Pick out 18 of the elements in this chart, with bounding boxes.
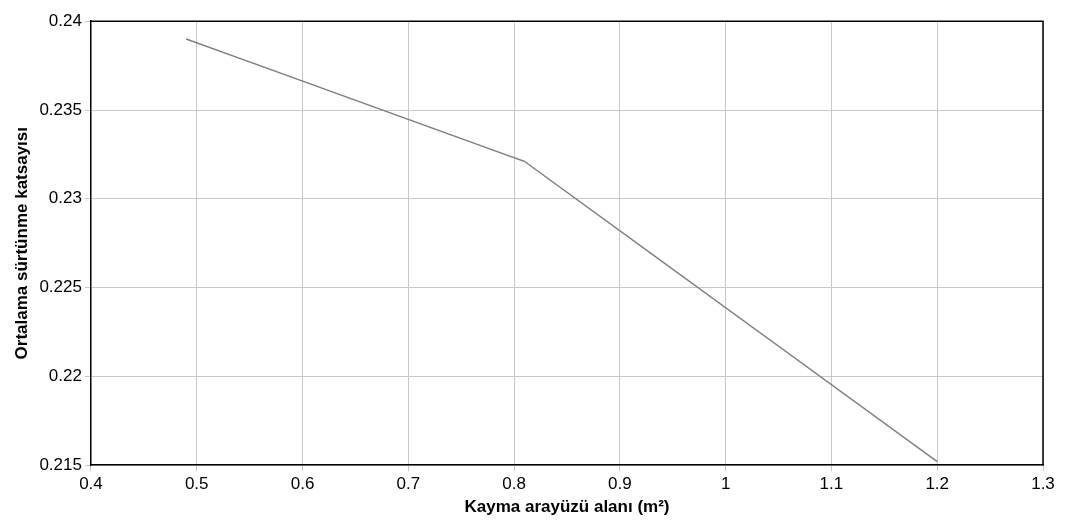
y-tick-label: 0.24 <box>48 10 82 30</box>
x-tick-label: 1.1 <box>819 474 844 494</box>
y-tick-label: 0.235 <box>39 99 82 119</box>
x-tick-label: 0.8 <box>502 474 526 494</box>
x-tick-label: 0.5 <box>184 474 209 494</box>
y-tick-label: 0.225 <box>39 277 82 297</box>
x-tick-label: 1.3 <box>1031 474 1055 494</box>
x-tick-label: 1.2 <box>925 474 950 494</box>
x-tick-label: 0.9 <box>608 474 632 494</box>
x-tick-label: 0.7 <box>396 474 421 494</box>
y-axis-title: Ortalama sürtünme katsayısı <box>11 126 31 360</box>
y-tick-label: 0.215 <box>39 454 82 474</box>
y-tick-label: 0.23 <box>48 188 82 208</box>
x-tick-label: 1 <box>720 474 731 494</box>
x-tick-label: 0.4 <box>79 474 103 494</box>
x-tick-label: 0.6 <box>290 474 315 494</box>
x-axis-title: Kayma arayüzü alanı (m²) <box>464 497 670 517</box>
y-tick-label: 0.22 <box>48 366 82 386</box>
